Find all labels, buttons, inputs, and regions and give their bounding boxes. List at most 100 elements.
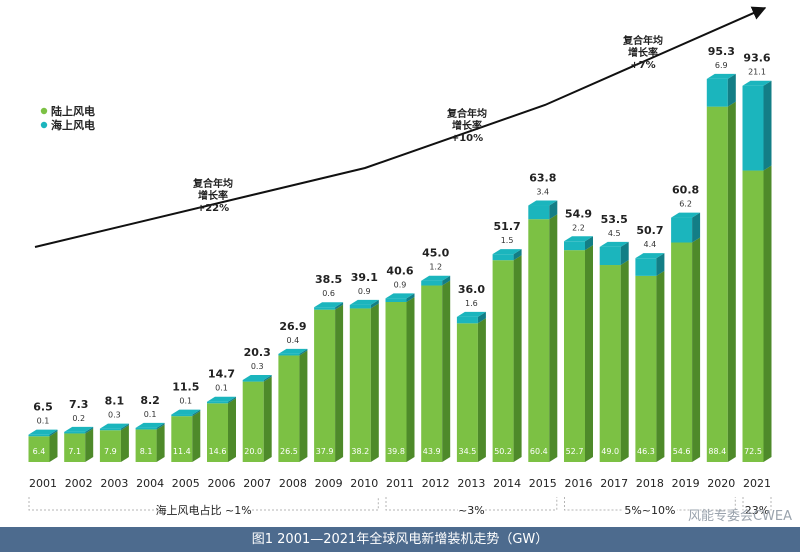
- total-value-label: 63.8: [529, 172, 556, 185]
- offshore-value-label: 0.1: [144, 410, 157, 419]
- x-tick-label: 2001: [29, 477, 57, 490]
- bar-offshore-2006: [207, 401, 228, 404]
- offshore-value-label: 0.3: [108, 411, 121, 420]
- x-tick-label: 2006: [208, 477, 236, 490]
- bar-top-2017: [599, 241, 629, 247]
- bar-onshore-side-2016: [585, 245, 593, 462]
- bar-onshore-2007: [242, 381, 264, 462]
- legend-marker-1: [40, 121, 48, 129]
- growth-arrow: [34, 6, 767, 248]
- total-value-label: 95.3: [708, 45, 735, 58]
- x-tick-label: 2021: [743, 477, 771, 490]
- offshore-value-label: 0.9: [394, 280, 407, 289]
- chart-area: 6.4 0.1 6.5 2001 7.1 0.2 7.3 2002 7.9 0.3 8.1 2003 8…: [28, 6, 772, 517]
- bar-offshore-side-2008: [299, 348, 308, 356]
- onshore-value-label: 20.0: [244, 447, 262, 456]
- onshore-value-label: 6.4: [33, 447, 46, 456]
- onshore-value-label: 39.8: [387, 447, 405, 456]
- bar-onshore-2004: [135, 429, 157, 462]
- onshore-value-label: 34.5: [458, 447, 476, 456]
- total-value-label: 8.1: [105, 395, 125, 408]
- onshore-value-label: 50.2: [494, 447, 512, 456]
- bar-onshore-side-2005: [192, 411, 201, 462]
- x-tick-label: 2013: [457, 477, 485, 490]
- bar-offshore-2013: [456, 316, 478, 324]
- onshore-value-label: 14.6: [209, 447, 227, 456]
- bar-offshore-side-2006: [228, 396, 236, 404]
- x-tick-label: 2015: [529, 477, 557, 490]
- bar-offshore-2015: [528, 205, 550, 220]
- bar-offshore-side-2016: [585, 236, 593, 251]
- offshore-value-label: 1.5: [501, 236, 514, 245]
- onshore-value-label: 37.9: [316, 447, 334, 456]
- legend-label-1: 海上风电: [51, 118, 95, 132]
- bar-onshore-2002: [64, 433, 86, 462]
- x-tick-label: 2007: [243, 477, 271, 490]
- legend-marker-0: [40, 107, 48, 115]
- bar-onshore-2008: [278, 355, 300, 462]
- x-tick-label: 2004: [136, 477, 164, 490]
- bar-offshore-2010: [349, 304, 371, 309]
- figure-caption: 图1 2001—2021年全球风电新增装机走势（GW）: [0, 527, 800, 552]
- share-bracket-label-bg: [622, 503, 677, 517]
- bar-offshore-2004: [135, 427, 157, 430]
- x-tick-label: 2010: [350, 477, 378, 490]
- onshore-value-label: 43.9: [423, 447, 441, 456]
- bar-top-2009: [314, 302, 344, 308]
- bar-onshore-side-2017: [620, 260, 629, 462]
- bar-offshore-side-2010: [370, 299, 379, 309]
- bar-onshore-2012: [421, 285, 443, 462]
- bar-top-2016: [564, 236, 593, 242]
- total-value-label: 40.6: [386, 264, 413, 277]
- bar-onshore-2009: [314, 309, 336, 462]
- bar-offshore-2001: [28, 434, 50, 437]
- bar-onshore-2017: [599, 265, 621, 462]
- bars-layer: [28, 73, 772, 463]
- offshore-value-label: 1.2: [429, 263, 442, 272]
- offshore-value-label: 0.9: [358, 287, 371, 296]
- bar-onshore-side-2011: [406, 297, 415, 462]
- x-tick-label: 2017: [600, 477, 628, 490]
- offshore-value-label: 21.1: [748, 68, 766, 77]
- bar-onshore-side-2020: [727, 101, 736, 462]
- bar-onshore-side-2004: [156, 424, 165, 462]
- bar-offshore-side-2014: [513, 249, 522, 261]
- x-tick-label: 2011: [386, 477, 414, 490]
- total-value-label: 11.5: [172, 381, 199, 394]
- x-tick-label: 2008: [279, 477, 307, 490]
- bar-offshore-side-2005: [192, 409, 201, 417]
- bar-onshore-side-2021: [763, 165, 772, 463]
- bar-offshore-side-2002: [85, 426, 94, 434]
- share-bracket-label: 23%: [745, 504, 769, 517]
- growth-annotation-text: +7%: [630, 60, 655, 71]
- watermark-text: 风能专委会CWEA: [687, 509, 792, 524]
- bar-top-2019: [671, 212, 701, 218]
- bar-offshore-2012: [421, 280, 443, 286]
- total-value-label: 36.0: [458, 283, 485, 296]
- bar-onshore-2010: [349, 308, 371, 462]
- offshore-value-label: 3.4: [536, 188, 549, 197]
- bar-offshore-side-2021: [763, 80, 772, 171]
- share-bracket-label: ~3%: [458, 504, 485, 517]
- bar-top-2011: [385, 293, 415, 299]
- bar-onshore-2001: [28, 436, 50, 462]
- growth-annotation-text: +22%: [197, 203, 229, 214]
- bar-offshore-2011: [385, 298, 407, 303]
- bar-offshore-side-2004: [156, 422, 165, 430]
- bar-onshore-2011: [385, 302, 407, 462]
- offshore-value-label: 6.9: [715, 61, 728, 70]
- offshore-value-label: 4.5: [608, 229, 621, 238]
- bar-top-2020: [706, 73, 736, 79]
- bar-top-2006: [207, 396, 236, 402]
- bar-offshore-side-2013: [477, 311, 486, 324]
- bar-offshore-side-2007: [263, 375, 272, 382]
- offshore-value-label: 0.6: [322, 289, 335, 298]
- offshore-value-label: 0.4: [287, 336, 300, 345]
- legend-label-0: 陆上风电: [51, 104, 95, 118]
- bar-top-2004: [135, 422, 165, 428]
- bar-offshore-2020: [706, 78, 728, 107]
- onshore-value-label: 26.5: [280, 447, 298, 456]
- total-value-label: 26.9: [279, 320, 306, 333]
